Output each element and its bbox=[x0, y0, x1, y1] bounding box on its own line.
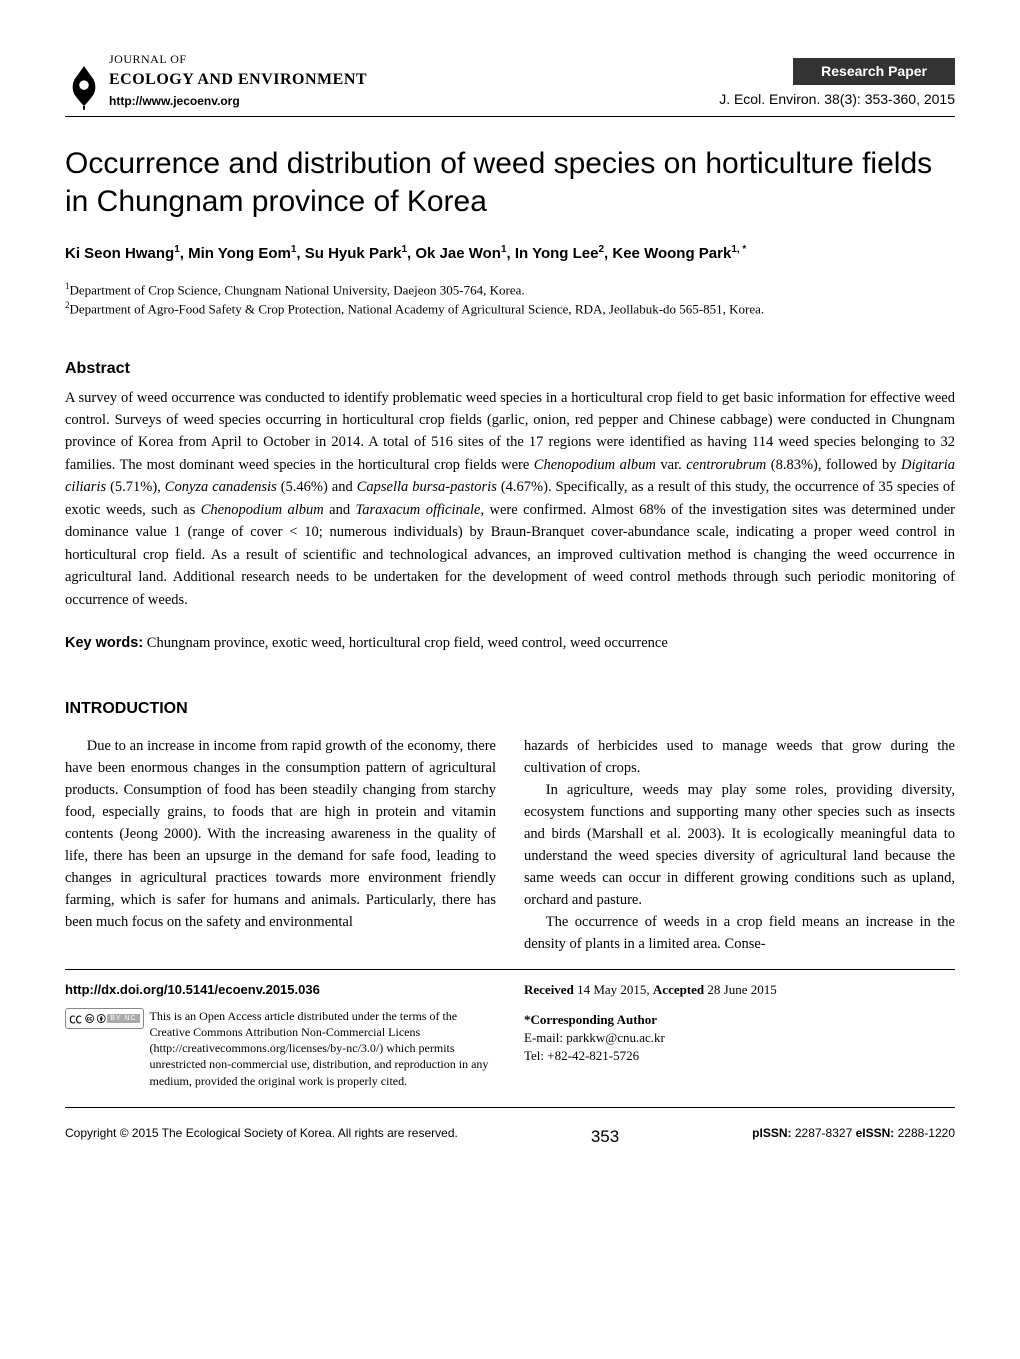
intro-left-p1: Due to an increase in income from rapid … bbox=[65, 735, 496, 933]
intro-col-right: hazards of herbicides used to manage wee… bbox=[524, 735, 955, 955]
received-date: 14 May 2015, bbox=[574, 982, 653, 997]
cc-symbols: ㏄ 🅭 🅯 bbox=[69, 1010, 105, 1028]
accepted-label: Accepted bbox=[653, 982, 704, 997]
footer-top-rule bbox=[65, 969, 955, 970]
intro-col-left: Due to an increase in income from rapid … bbox=[65, 735, 496, 955]
intro-right-p3: The occurrence of weeds in a crop field … bbox=[524, 911, 955, 955]
citation: J. Ecol. Environ. 38(3): 353-360, 2015 bbox=[719, 89, 955, 110]
journal-logo-block: JOURNAL OF ECOLOGY AND ENVIRONMENT http:… bbox=[65, 50, 367, 110]
eissn: 2288-1220 bbox=[894, 1126, 955, 1140]
accepted-date: 28 June 2015 bbox=[704, 982, 777, 997]
footer-left: http://dx.doi.org/10.5141/ecoenv.2015.03… bbox=[65, 980, 496, 1088]
footer-right: Received 14 May 2015, Accepted 28 June 2… bbox=[524, 980, 955, 1088]
footer-block: http://dx.doi.org/10.5141/ecoenv.2015.03… bbox=[65, 980, 955, 1107]
pissn: 2287-8327 bbox=[792, 1126, 856, 1140]
intro-right-p2: In agriculture, weeds may play some role… bbox=[524, 779, 955, 911]
journal-name-bottom: ECOLOGY AND ENVIRONMENT bbox=[109, 68, 367, 92]
issn-block: pISSN: 2287-8327 eISSN: 2288-1220 bbox=[752, 1124, 955, 1150]
pissn-label: pISSN: bbox=[752, 1126, 791, 1140]
journal-name-top: JOURNAL OF bbox=[109, 50, 367, 68]
keywords: Key words: Chungnam province, exotic wee… bbox=[65, 633, 955, 655]
received-label: Received bbox=[524, 982, 574, 997]
affiliation-1: 1Department of Crop Science, Chungnam Na… bbox=[65, 280, 955, 300]
copyright: Copyright © 2015 The Ecological Society … bbox=[65, 1124, 458, 1150]
page-number: 353 bbox=[591, 1124, 619, 1150]
intro-right-p1: hazards of herbicides used to manage wee… bbox=[524, 735, 955, 779]
corresponding-label: *Corresponding Author bbox=[524, 1010, 955, 1030]
corresponding-email: E-mail: parkkw@cnu.ac.kr bbox=[524, 1029, 955, 1047]
affiliations: 1Department of Crop Science, Chungnam Na… bbox=[65, 280, 955, 319]
keywords-text: Chungnam province, exotic weed, horticul… bbox=[143, 635, 668, 651]
license-text: This is an Open Access article distribut… bbox=[150, 1008, 496, 1089]
article-title: Occurrence and distribution of weed spec… bbox=[65, 145, 955, 220]
eissn-label: eISSN: bbox=[856, 1126, 895, 1140]
keywords-label: Key words: bbox=[65, 635, 143, 651]
introduction-columns: Due to an increase in income from rapid … bbox=[65, 735, 955, 955]
dates: Received 14 May 2015, Accepted 28 June 2… bbox=[524, 980, 955, 1000]
page-bottom: Copyright © 2015 The Ecological Society … bbox=[65, 1124, 955, 1150]
journal-name: JOURNAL OF ECOLOGY AND ENVIRONMENT http:… bbox=[109, 50, 367, 110]
abstract-heading: Abstract bbox=[65, 357, 955, 381]
journal-url: http://www.jecoenv.org bbox=[109, 92, 367, 110]
abstract-body: A survey of weed occurrence was conducte… bbox=[65, 387, 955, 612]
doi: http://dx.doi.org/10.5141/ecoenv.2015.03… bbox=[65, 980, 496, 1000]
cc-by-nc-bar: BY NC bbox=[107, 1014, 139, 1023]
authors: Ki Seon Hwang1, Min Yong Eom1, Su Hyuk P… bbox=[65, 242, 955, 266]
license-block: ㏄ 🅭 🅯 BY NC This is an Open Access artic… bbox=[65, 1008, 496, 1089]
cc-badge-icon: ㏄ 🅭 🅯 BY NC bbox=[65, 1008, 144, 1030]
introduction-heading: INTRODUCTION bbox=[65, 697, 955, 721]
header-right: Research Paper J. Ecol. Environ. 38(3): … bbox=[719, 58, 955, 110]
research-paper-badge: Research Paper bbox=[793, 58, 955, 85]
page-header: JOURNAL OF ECOLOGY AND ENVIRONMENT http:… bbox=[65, 50, 955, 117]
affiliation-2: 2Department of Agro-Food Safety & Crop P… bbox=[65, 299, 955, 319]
corresponding-tel: Tel: +82-42-821-5726 bbox=[524, 1047, 955, 1065]
journal-logo-icon bbox=[65, 64, 103, 110]
